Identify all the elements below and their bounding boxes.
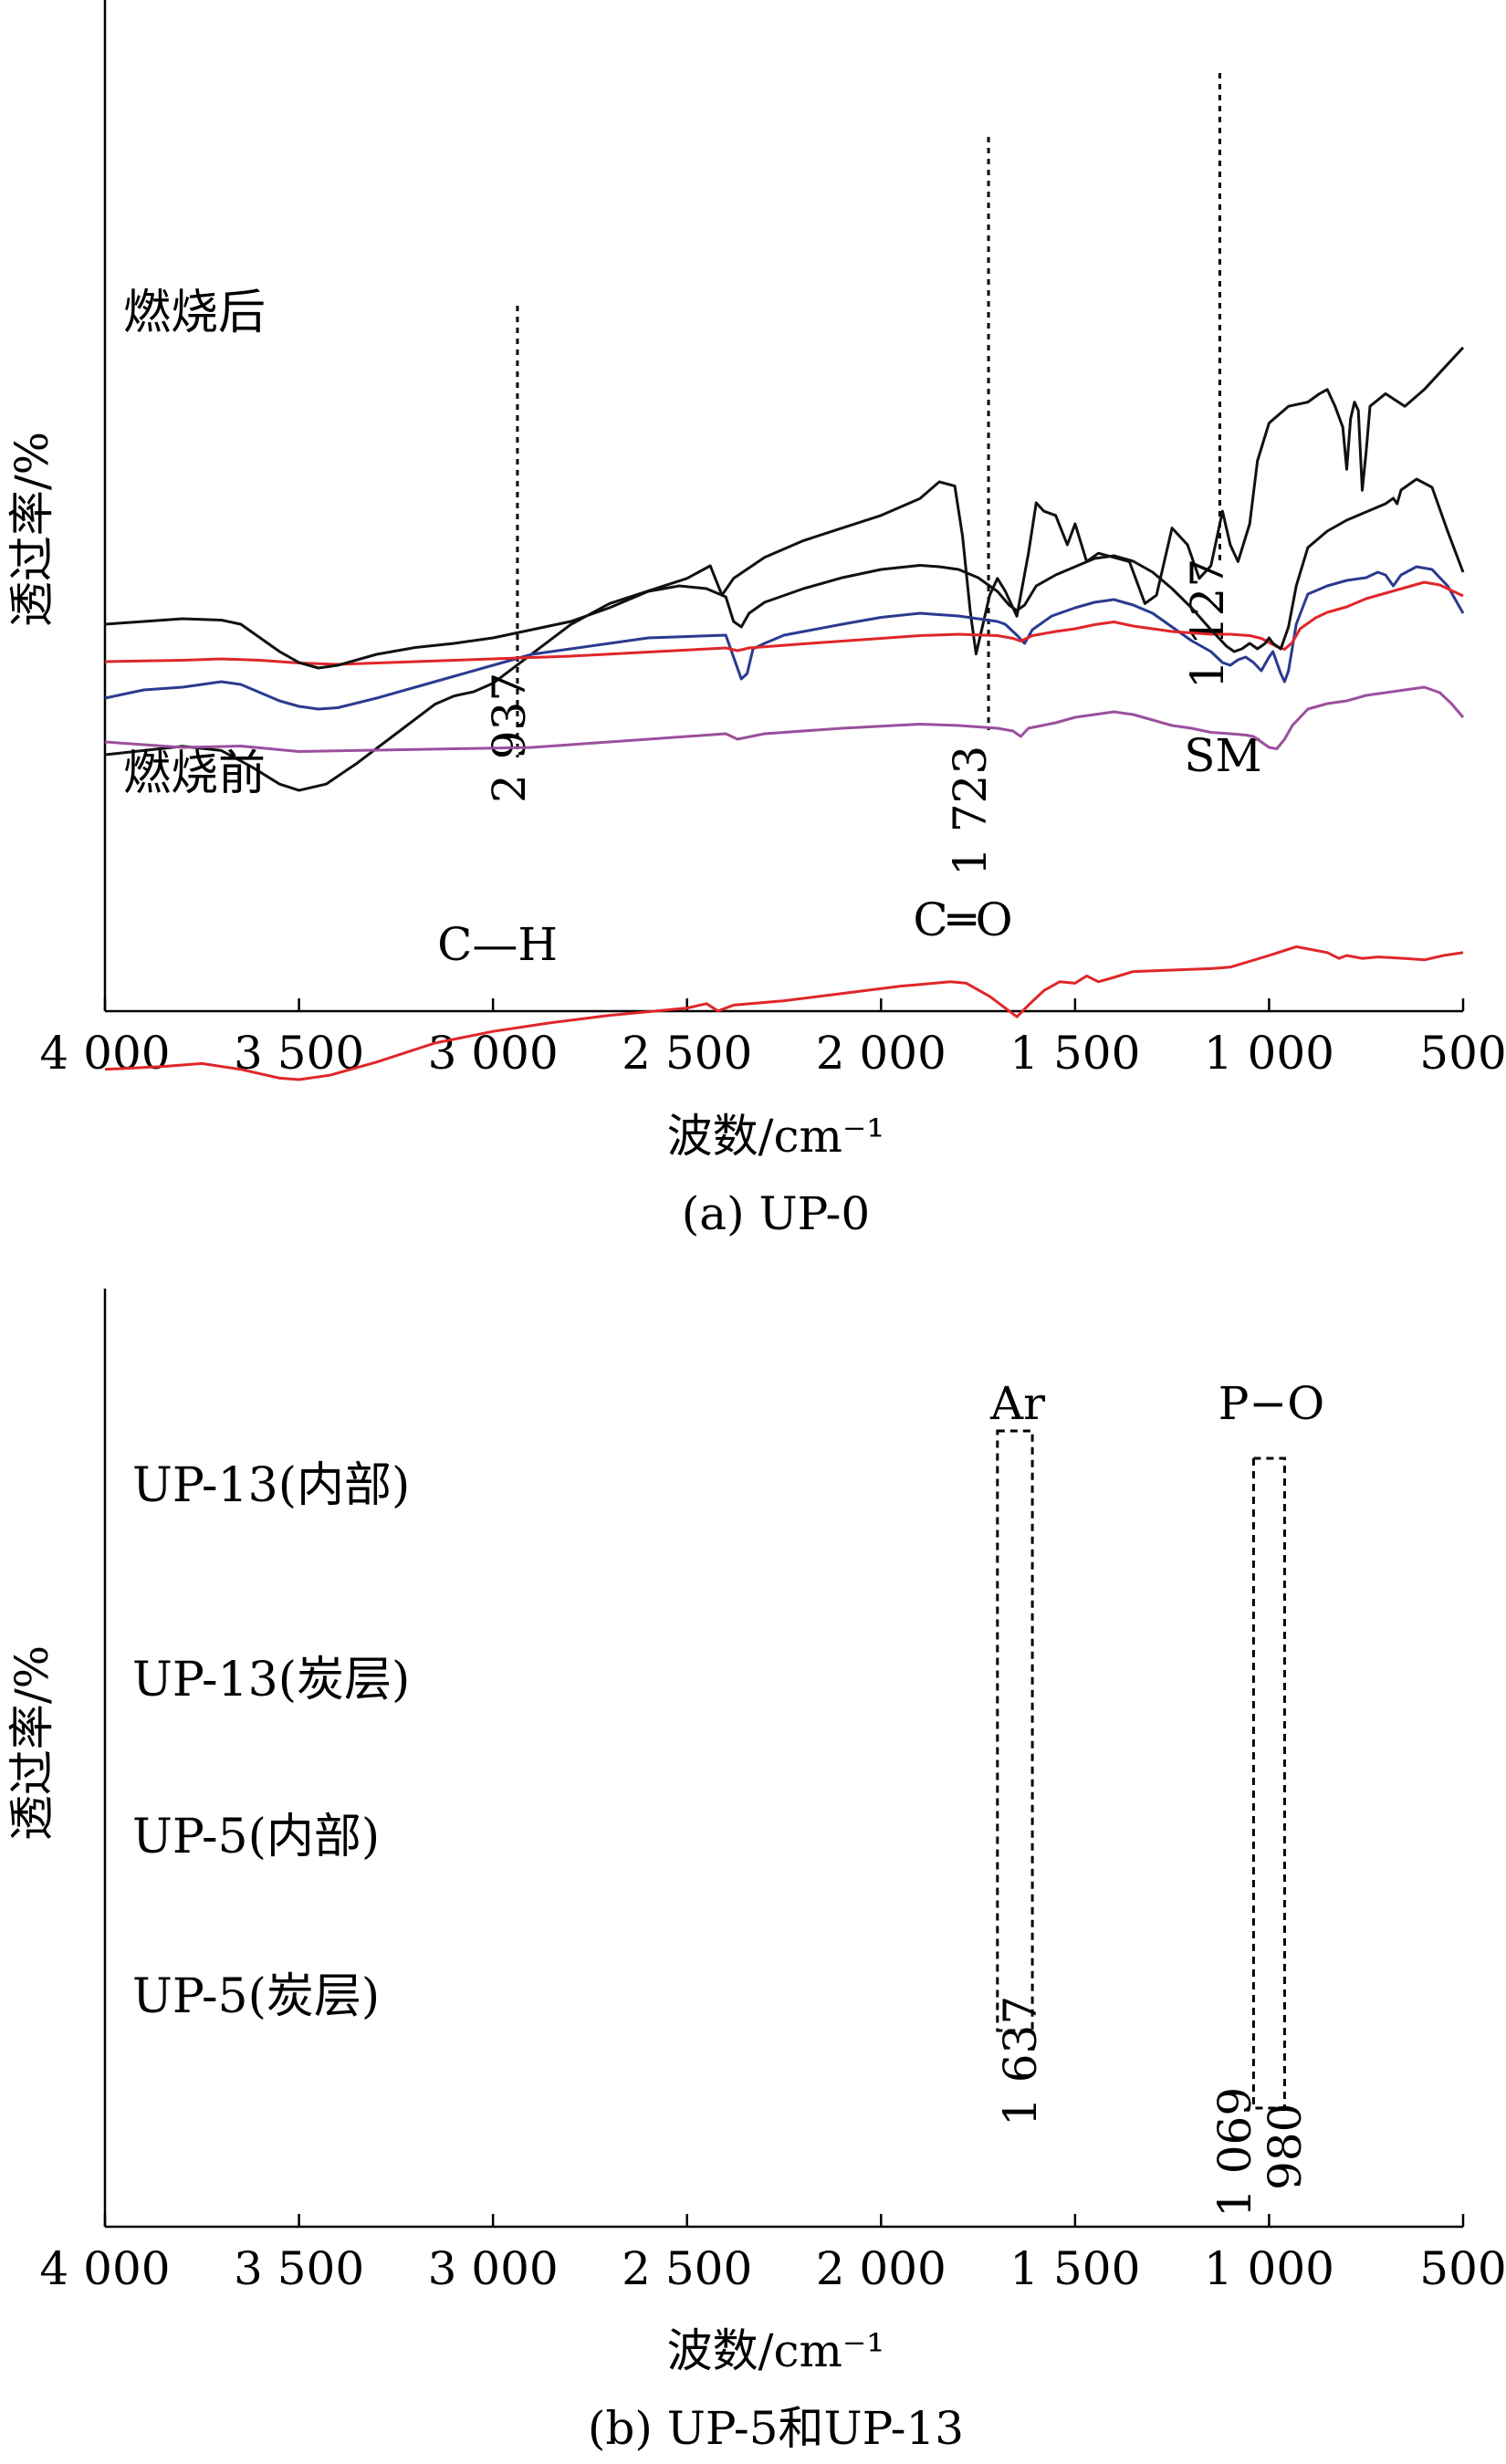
annotation-co-group: C═O: [913, 893, 1012, 946]
panel-a-xtick-label-4000: 4 000: [39, 1027, 170, 1080]
band-label-ar: Ar: [989, 1377, 1045, 1430]
annotation-1723-value: 1 723: [944, 746, 997, 876]
panel-b-xtick-label-1000: 1 000: [1204, 2242, 1334, 2295]
annotation-980-value: 980: [1259, 2104, 1312, 2190]
series-label-up13-inner: UP-13(内部): [132, 1458, 410, 1513]
panel-b-caption: (b) UP-5和UP-13: [588, 2402, 964, 2455]
panel-a: 4 000 3 500 3 000 2 500 2 000 1 500 1 000 500 燃…: [5, 0, 1506, 1240]
series-label-after-burning: 燃烧后: [123, 286, 266, 340]
panel-b-bands: [996, 1429, 1286, 2110]
series-line-b-3: [104, 477, 1465, 670]
annotation-ch-group: C—H: [437, 918, 558, 971]
panel-a-curves: [104, 346, 1465, 1081]
panel-a-xtick-label-2500: 2 500: [622, 1027, 752, 1080]
panel-b-xtick-label-500: 500: [1419, 2242, 1506, 2295]
annotation-2937-value: 2 937: [483, 673, 536, 803]
series-line-a-0: [104, 945, 1464, 1081]
panel-b-curves: [104, 477, 1465, 753]
band-box-ar: [996, 1429, 1034, 2032]
annotation-1069-value: 1 069: [1208, 2087, 1261, 2218]
series-line-b-0: [104, 685, 1465, 753]
series-label-up5-char: UP-5(炭层): [132, 1969, 380, 2024]
panel-b-xtick-label-3500: 3 500: [234, 2242, 364, 2295]
panel-a-xtick-label-1500: 1 500: [1009, 1027, 1140, 1080]
series-label-before-burning: 燃烧前: [123, 747, 266, 801]
panel-b-xtick-label-2500: 2 500: [622, 2242, 752, 2295]
panel-b-xtick-label-2000: 2 000: [816, 2242, 946, 2295]
panel-b-ticks: 4 000 3 500 3 000 2 500 2 000 1 500 1 000 500: [39, 2214, 1506, 2295]
panel-b: 4 000 3 500 3 000 2 500 2 000 1 500 1 000 500 U…: [5, 477, 1506, 2455]
panel-a-xtick-label-2000: 2 000: [816, 1027, 946, 1080]
panel-a-xtick-label-1000: 1 000: [1204, 1027, 1334, 1080]
panel-b-xtick-label-1500: 1 500: [1009, 2242, 1140, 2295]
panel-a-ticks: 4 000 3 500 3 000 2 500 2 000 1 500 1 000 500: [39, 998, 1506, 1080]
band-label-po: P−O: [1218, 1377, 1325, 1430]
panel-a-caption: (a) UP-0: [682, 1187, 870, 1240]
annotation-sm-group: SM: [1184, 729, 1261, 782]
series-line-a-1: [104, 346, 1465, 792]
series-line-b-2: [104, 580, 1464, 666]
annotation-1127-value: 1 127: [1181, 559, 1234, 689]
panel-b-xtick-label-4000: 4 000: [39, 2242, 170, 2295]
panel-a-y-axis-title: 透过率/%: [5, 432, 58, 627]
panel-b-xtick-label-3000: 3 000: [428, 2242, 559, 2295]
panel-a-guides: [516, 73, 1221, 757]
panel-a-x-axis-title: 波数/cm⁻¹: [667, 1110, 885, 1163]
panel-a-xtick-label-3000: 3 000: [428, 1027, 559, 1080]
panel-b-y-axis-title: 透过率/%: [5, 1645, 58, 1841]
series-line-b-1: [104, 565, 1465, 711]
series-label-up5-inner: UP-5(内部): [132, 1810, 380, 1864]
panel-a-xtick-label-500: 500: [1419, 1027, 1506, 1080]
annotation-1637-value: 1 637: [994, 1996, 1047, 2126]
series-label-up13-char: UP-13(炭层): [132, 1653, 410, 1707]
panel-b-x-axis-title: 波数/cm⁻¹: [667, 2324, 885, 2377]
band-box-p-o: [1251, 1456, 1286, 2110]
